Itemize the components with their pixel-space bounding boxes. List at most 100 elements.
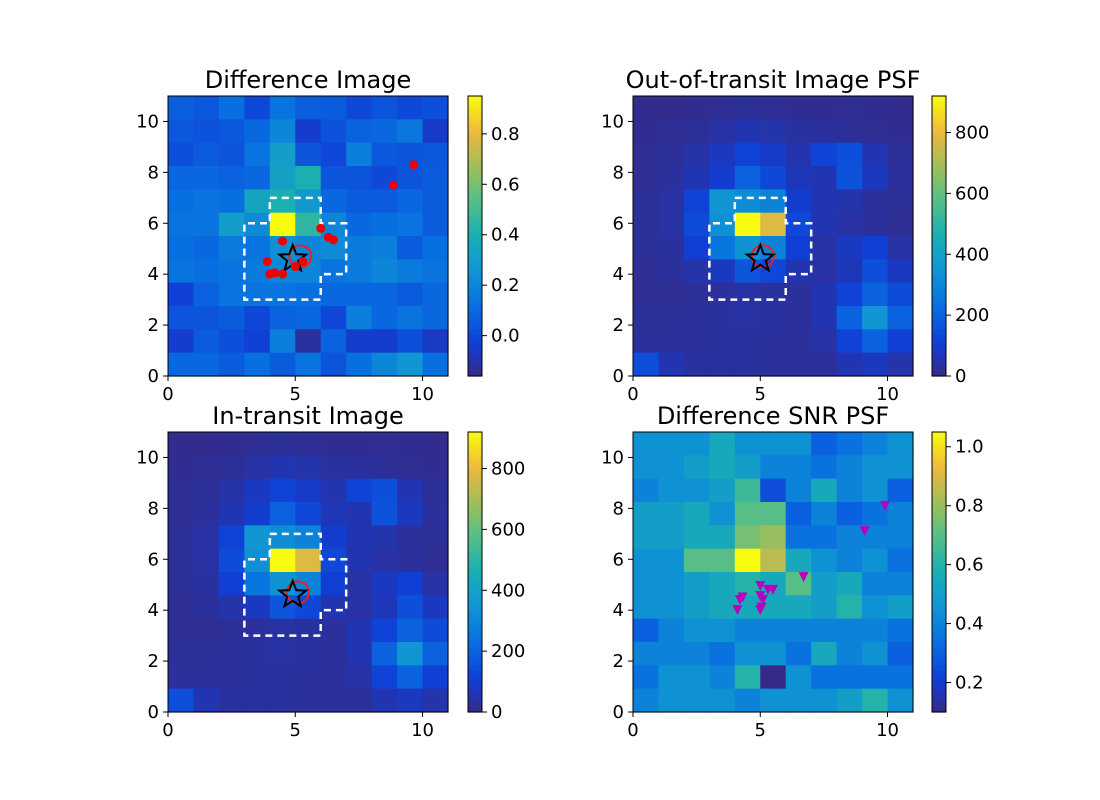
- colorbar-segment: [468, 182, 482, 187]
- heatmap-cell: [218, 329, 245, 354]
- colorbar-segment: [932, 507, 946, 511]
- source-marker: [755, 581, 766, 591]
- y-tick-label: 8: [148, 498, 159, 519]
- colorbar-segment: [468, 616, 482, 621]
- colorbar-segment: [468, 667, 482, 671]
- colorbar-segment: [932, 163, 946, 167]
- heatmap-cell: [168, 352, 195, 377]
- colorbar-tick-label: 0.6: [491, 174, 520, 195]
- colorbar-segment: [932, 521, 946, 525]
- colorbar-segment: [932, 202, 946, 206]
- heatmap-cell: [244, 618, 271, 643]
- colorbar-segment: [932, 216, 946, 220]
- heatmap-cell: [836, 119, 863, 144]
- heatmap-cell: [422, 548, 449, 573]
- heatmap-cell: [633, 455, 660, 480]
- y-tick-label: 8: [148, 162, 159, 183]
- colorbar-segment: [468, 513, 482, 517]
- heatmap-cell: [633, 595, 660, 620]
- heatmap-cell: [422, 212, 449, 237]
- colorbar-segment: [932, 362, 946, 366]
- colorbar-segment: [932, 107, 946, 111]
- heatmap-cell: [397, 665, 424, 690]
- colorbar-segment: [468, 672, 482, 677]
- heatmap-cell: [734, 166, 761, 190]
- colorbar-segment: [468, 185, 482, 189]
- source-marker: [298, 256, 308, 266]
- colorbar-segment: [932, 336, 946, 341]
- colorbar-segment: [932, 698, 946, 702]
- colorbar-segment: [468, 227, 482, 231]
- colorbar-segment: [468, 558, 482, 562]
- colorbar-segment: [468, 703, 482, 707]
- heatmap-cell: [785, 329, 812, 354]
- heatmap-cell: [193, 548, 220, 573]
- heatmap-cell: [422, 618, 449, 643]
- heatmap-cell: [193, 236, 220, 260]
- colorbar-segment: [468, 250, 482, 254]
- colorbar-segment: [932, 208, 946, 212]
- heatmap-cell: [887, 618, 914, 643]
- heatmap-cell: [244, 595, 271, 620]
- heatmap-cell: [244, 189, 271, 214]
- colorbar-segment: [468, 443, 482, 447]
- heatmap-cell: [683, 642, 710, 666]
- y-tick-label: 8: [613, 162, 624, 183]
- colorbar-segment: [932, 476, 946, 481]
- colorbar-segment: [468, 597, 482, 601]
- chart-title: Out-of-transit Image PSF: [626, 66, 921, 94]
- colorbar-segment: [932, 700, 946, 705]
- heatmap-cell: [785, 166, 812, 190]
- colorbar-segment: [468, 549, 482, 553]
- colorbar-segment: [932, 250, 946, 254]
- colorbar-segment: [932, 182, 946, 187]
- heatmap-cell: [218, 96, 245, 120]
- colorbar-segment: [932, 468, 946, 472]
- heatmap-cell: [168, 665, 195, 690]
- colorbar-segment: [932, 689, 946, 693]
- heatmap-cell: [346, 306, 373, 330]
- heatmap-cell: [836, 282, 863, 307]
- heatmap-cell: [244, 306, 271, 330]
- colorbar-segment: [468, 286, 482, 290]
- heatmap-cell: [371, 236, 398, 260]
- colorbar-segment: [932, 233, 946, 237]
- heatmap-cell: [422, 142, 449, 167]
- heatmap-cell: [218, 236, 245, 260]
- heatmap-cell: [633, 329, 660, 354]
- colorbar-segment: [932, 306, 946, 310]
- heatmap-cell: [709, 189, 736, 214]
- colorbar-segment: [932, 236, 946, 240]
- colorbar-segment: [468, 143, 482, 147]
- heatmap-cell: [320, 306, 347, 330]
- heatmap-cell: [658, 455, 685, 480]
- x-tick-label: 5: [755, 384, 766, 405]
- colorbar-segment: [932, 255, 946, 259]
- colorbar-segment: [932, 104, 946, 108]
- colorbar-segment: [468, 171, 482, 175]
- colorbar-tick-label: 0.2: [955, 673, 984, 694]
- heatmap-cell: [193, 478, 220, 503]
- heatmap-cell: [422, 572, 449, 596]
- colorbar-segment: [932, 359, 946, 363]
- colorbar-segment: [468, 152, 482, 156]
- colorbar-segment: [468, 373, 482, 377]
- colorbar-segment: [468, 112, 482, 117]
- colorbar-segment: [468, 345, 482, 349]
- colorbar-segment: [932, 143, 946, 147]
- heatmap-cell: [346, 432, 373, 456]
- heatmap-cell: [320, 595, 347, 620]
- colorbar-segment: [932, 210, 946, 215]
- colorbar-segment: [468, 650, 482, 654]
- colorbar-segment: [468, 527, 482, 531]
- colorbar: 0.2 0.4 0.6 0.8 1.0: [931, 431, 984, 713]
- colorbar-segment: [932, 684, 946, 688]
- colorbar-segment: [468, 115, 482, 119]
- heatmap-cell: [633, 282, 660, 307]
- heatmap-cell: [320, 212, 347, 237]
- heatmap-cell: [269, 329, 296, 354]
- heatmap-cell: [371, 572, 398, 596]
- colorbar-segment: [468, 334, 482, 338]
- heatmap-cell: [836, 352, 863, 377]
- heatmap-cell: [760, 282, 787, 307]
